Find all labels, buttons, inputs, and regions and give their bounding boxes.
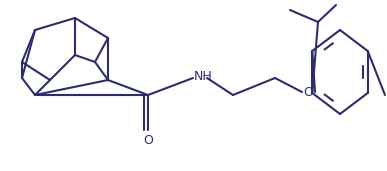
Text: O: O	[303, 86, 313, 98]
Text: NH: NH	[194, 70, 213, 83]
Text: O: O	[143, 134, 153, 147]
